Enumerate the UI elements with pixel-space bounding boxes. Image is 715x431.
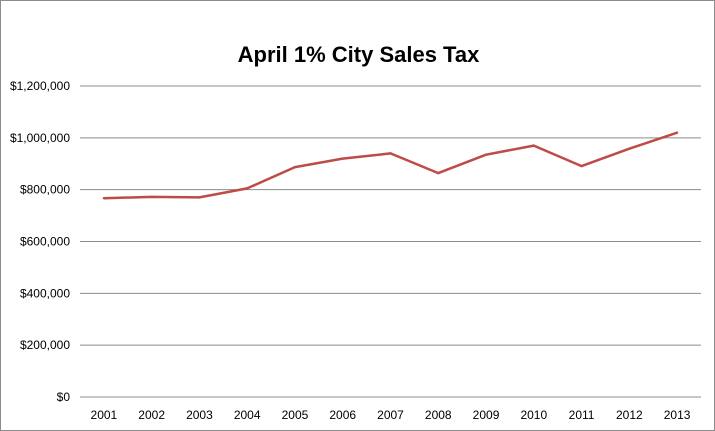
data-point <box>341 157 344 160</box>
y-tick-label: $1,000,000 <box>10 131 70 145</box>
x-tick-label: 2012 <box>616 408 643 422</box>
y-tick-label: $1,200,000 <box>10 79 70 93</box>
x-tick-label: 2001 <box>91 408 118 422</box>
data-point <box>532 144 536 147</box>
x-tick-label: 2008 <box>425 408 452 422</box>
x-tick-label: 2004 <box>234 408 261 422</box>
y-tick-label: $800,000 <box>20 183 70 197</box>
data-point <box>150 195 153 199</box>
x-tick-label: 2009 <box>473 408 500 422</box>
y-tick-label: $400,000 <box>20 286 70 300</box>
data-point <box>484 153 488 156</box>
x-tick-label: 2006 <box>329 408 356 422</box>
data-point <box>102 197 106 200</box>
data-point <box>389 152 392 155</box>
x-tick-label: 2013 <box>664 408 691 422</box>
y-tick-label: $200,000 <box>20 338 70 352</box>
x-tick-label: 2010 <box>520 408 547 422</box>
data-point <box>628 147 631 150</box>
x-tick-label: 2007 <box>377 408 404 422</box>
y-tick-label: $0 <box>57 390 71 404</box>
data-point <box>293 165 297 169</box>
y-tick-label: $600,000 <box>20 235 70 249</box>
x-tick-label: 2011 <box>569 408 595 422</box>
data-point <box>198 196 201 199</box>
x-tick-label: 2005 <box>282 408 309 422</box>
x-tick-label: 2002 <box>138 408 165 422</box>
data-point <box>675 131 679 134</box>
series-line <box>103 131 678 200</box>
data-point <box>437 171 440 175</box>
data-point <box>580 164 583 168</box>
x-tick-label: 2003 <box>186 408 213 422</box>
data-point <box>245 187 249 190</box>
chart-title: April 1% City Sales Tax <box>237 42 480 67</box>
